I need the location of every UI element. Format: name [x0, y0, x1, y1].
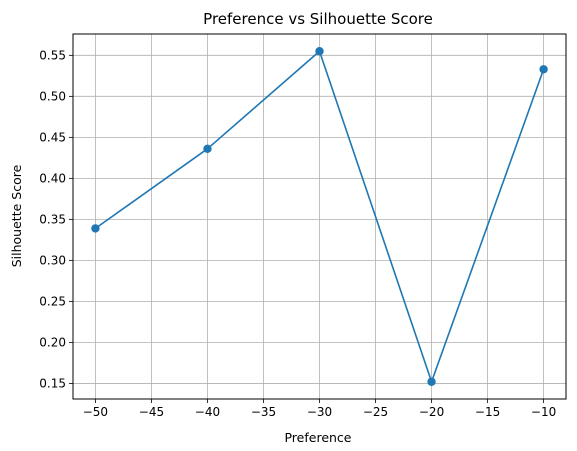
- data-point: [203, 144, 212, 154]
- data-point: [427, 377, 436, 386]
- y-tick-label: 0.30: [39, 253, 66, 267]
- x-axis: −50 −45 −40 −35 −30 −25 −20 −15 −10: [83, 399, 556, 419]
- y-tick-label: 0.50: [39, 89, 66, 103]
- x-tick-label: −30: [307, 405, 332, 419]
- y-tick-label: 0.55: [39, 48, 66, 62]
- data-point: [91, 224, 100, 233]
- x-tick-label: −20: [419, 405, 444, 419]
- plot-area: [72, 33, 567, 400]
- data-point: [539, 65, 548, 74]
- y-tick-label: 0.35: [39, 212, 66, 226]
- x-tick-label: −40: [195, 405, 220, 419]
- y-tick-label: 0.20: [39, 335, 66, 349]
- x-axis-label: Preference: [284, 430, 351, 445]
- y-tick-label: 0.25: [39, 294, 66, 308]
- y-axis-label: Silhouette Score: [9, 164, 24, 267]
- x-tick-label: −35: [251, 405, 276, 419]
- y-tick-label: 0.40: [39, 171, 66, 185]
- y-tick-label: 0.15: [39, 376, 66, 390]
- y-axis: 0.15 0.20 0.25 0.30 0.35 0.40 0.45 0.50 0.55: [39, 48, 73, 390]
- x-tick-label: −50: [83, 405, 108, 419]
- x-tick-label: −15: [475, 405, 500, 419]
- series-layer: [91, 47, 548, 386]
- x-tick-label: −45: [139, 405, 164, 419]
- y-tick-label: 0.45: [39, 130, 66, 144]
- x-tick-label: −25: [363, 405, 388, 419]
- chart-title: Preference vs Silhouette Score: [203, 10, 433, 28]
- data-point: [315, 47, 324, 56]
- x-tick-label: −10: [531, 405, 556, 419]
- grid: [73, 34, 566, 399]
